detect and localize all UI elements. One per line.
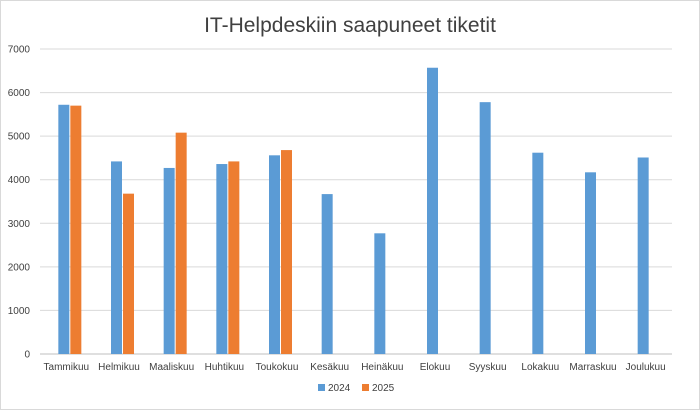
x-tick-label: Elokuu	[420, 362, 451, 373]
x-tick-label: Joulukuu	[626, 362, 666, 373]
bar-2024-Heinäkuu	[374, 233, 386, 354]
legend-label-2024: 2024	[328, 383, 351, 394]
y-tick-label: 2000	[8, 262, 31, 273]
bar-2024-Tammikuu	[58, 104, 70, 355]
x-tick-label: Lokakuu	[521, 362, 559, 373]
bar-2024-Toukokuu	[269, 155, 280, 354]
x-tick-label: Marraskuu	[569, 362, 616, 373]
bar-2024-Helmikuu	[111, 161, 122, 354]
legend-swatch-2025	[362, 384, 369, 391]
bar-2025-Huhtikuu	[228, 161, 240, 354]
y-tick-label: 4000	[8, 175, 31, 186]
bar-2024-Kesäkuu	[321, 194, 333, 354]
legend-label-2025: 2025	[372, 383, 395, 394]
bar-2024-Joulukuu	[637, 157, 649, 354]
bar-2025-Tammikuu	[70, 105, 82, 355]
bar-2024-Huhtikuu	[216, 164, 228, 354]
bar-2024-Maaliskuu	[163, 167, 175, 354]
x-tick-label: Helmikuu	[98, 362, 140, 373]
y-tick-label: 1000	[8, 306, 31, 317]
bar-2025-Toukokuu	[281, 150, 292, 354]
legend-swatch-2024	[318, 384, 325, 391]
bar-2024-Elokuu	[427, 67, 438, 354]
x-tick-label: Toukokuu	[256, 362, 299, 373]
y-tick-label: 5000	[8, 132, 31, 143]
y-tick-label: 0	[24, 350, 30, 361]
y-tick-label: 6000	[8, 88, 31, 99]
bar-2025-Maaliskuu	[175, 132, 187, 354]
x-tick-label: Kesäkuu	[310, 362, 349, 373]
bar-2025-Helmikuu	[123, 193, 134, 354]
x-tick-label: Huhtikuu	[205, 362, 244, 373]
bar-2024-Marraskuu	[585, 172, 596, 354]
x-tick-label: Syyskuu	[469, 362, 507, 373]
x-tick-label: Heinäkuu	[361, 362, 403, 373]
y-tick-label: 7000	[8, 45, 31, 56]
bar-2024-Lokakuu	[532, 152, 544, 354]
x-tick-label: Tammikuu	[44, 362, 90, 373]
x-tick-label: Maaliskuu	[149, 362, 194, 373]
y-tick-label: 3000	[8, 219, 31, 230]
chart-title: IT-Helpdeskiin saapuneet tiketit	[204, 14, 496, 37]
bar-2024-Syyskuu	[479, 102, 491, 355]
